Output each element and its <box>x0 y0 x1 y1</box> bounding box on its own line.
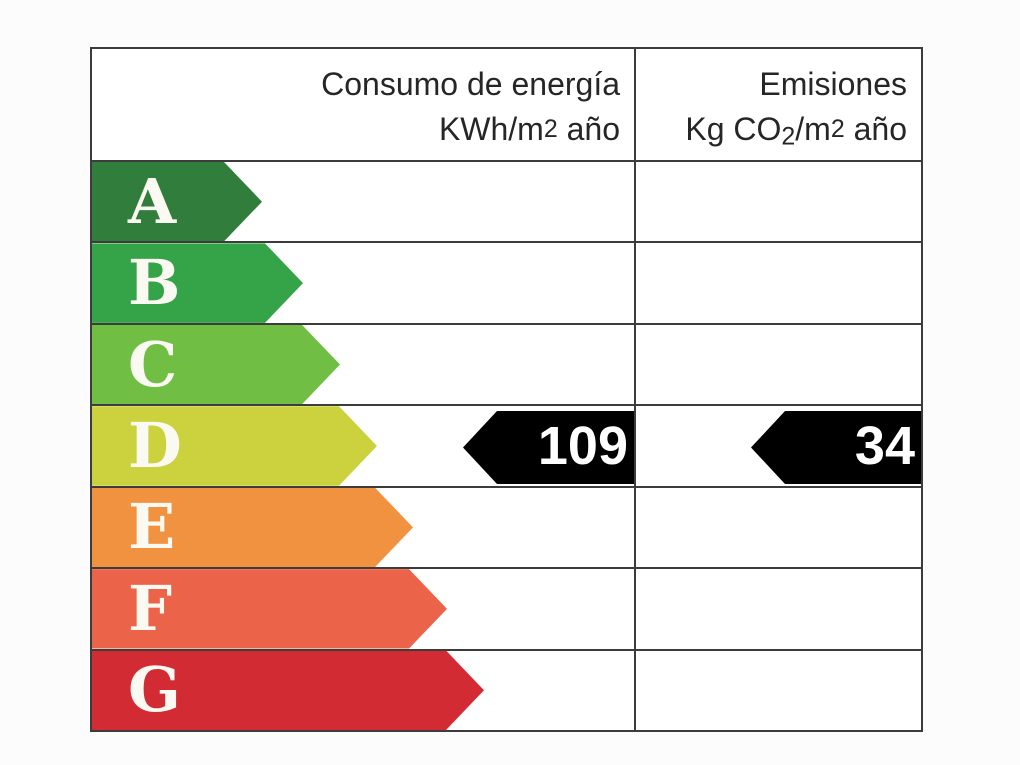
rating-letter-c: C <box>128 327 178 401</box>
rating-row-g: G <box>92 648 921 730</box>
emissions-header-line1: Emisiones <box>759 66 907 102</box>
rating-arrow-c: C <box>92 325 340 404</box>
column-divider <box>634 49 636 730</box>
rating-letter-d: D <box>128 408 182 482</box>
emissions-header-line2: Kg CO2/m2 año <box>685 111 907 151</box>
rating-letter-b: B <box>128 246 181 320</box>
rating-letter-a: A <box>128 164 177 238</box>
consumption-header-line2: KWh/m2 año <box>438 111 620 147</box>
rating-letter-f: F <box>128 571 173 645</box>
consumption-value: 109 <box>537 416 628 476</box>
rating-row-c: C <box>92 322 921 405</box>
rating-row-a: A <box>92 160 921 242</box>
rating-row-f: F <box>92 567 921 649</box>
rating-letter-e: E <box>128 490 176 564</box>
rating-row-e: E <box>92 485 921 568</box>
rating-arrow-b: B <box>92 243 303 322</box>
table-header: Consumo de energía KWh/m2 año Emisiones … <box>92 49 921 160</box>
rating-arrow-g: G <box>92 651 484 730</box>
rating-row-b: B <box>92 241 921 323</box>
rating-arrow-d: D <box>92 406 377 485</box>
consumption-value-arrow: 109 <box>463 411 634 484</box>
rating-arrow-f: F <box>92 569 447 648</box>
emissions-column-header: Emisiones Kg CO2/m2 año <box>636 49 921 160</box>
rating-table: Consumo de energía KWh/m2 año Emisiones … <box>90 47 923 732</box>
rating-arrow-a: A <box>92 162 262 241</box>
rating-arrow-e: E <box>92 488 413 567</box>
consumption-column-header: Consumo de energía KWh/m2 año <box>92 49 636 160</box>
consumption-header-line1: Consumo de energía <box>321 66 620 102</box>
emissions-value: 34 <box>854 416 915 476</box>
emissions-value-arrow: 34 <box>751 411 921 484</box>
rating-letter-g: G <box>128 653 181 727</box>
